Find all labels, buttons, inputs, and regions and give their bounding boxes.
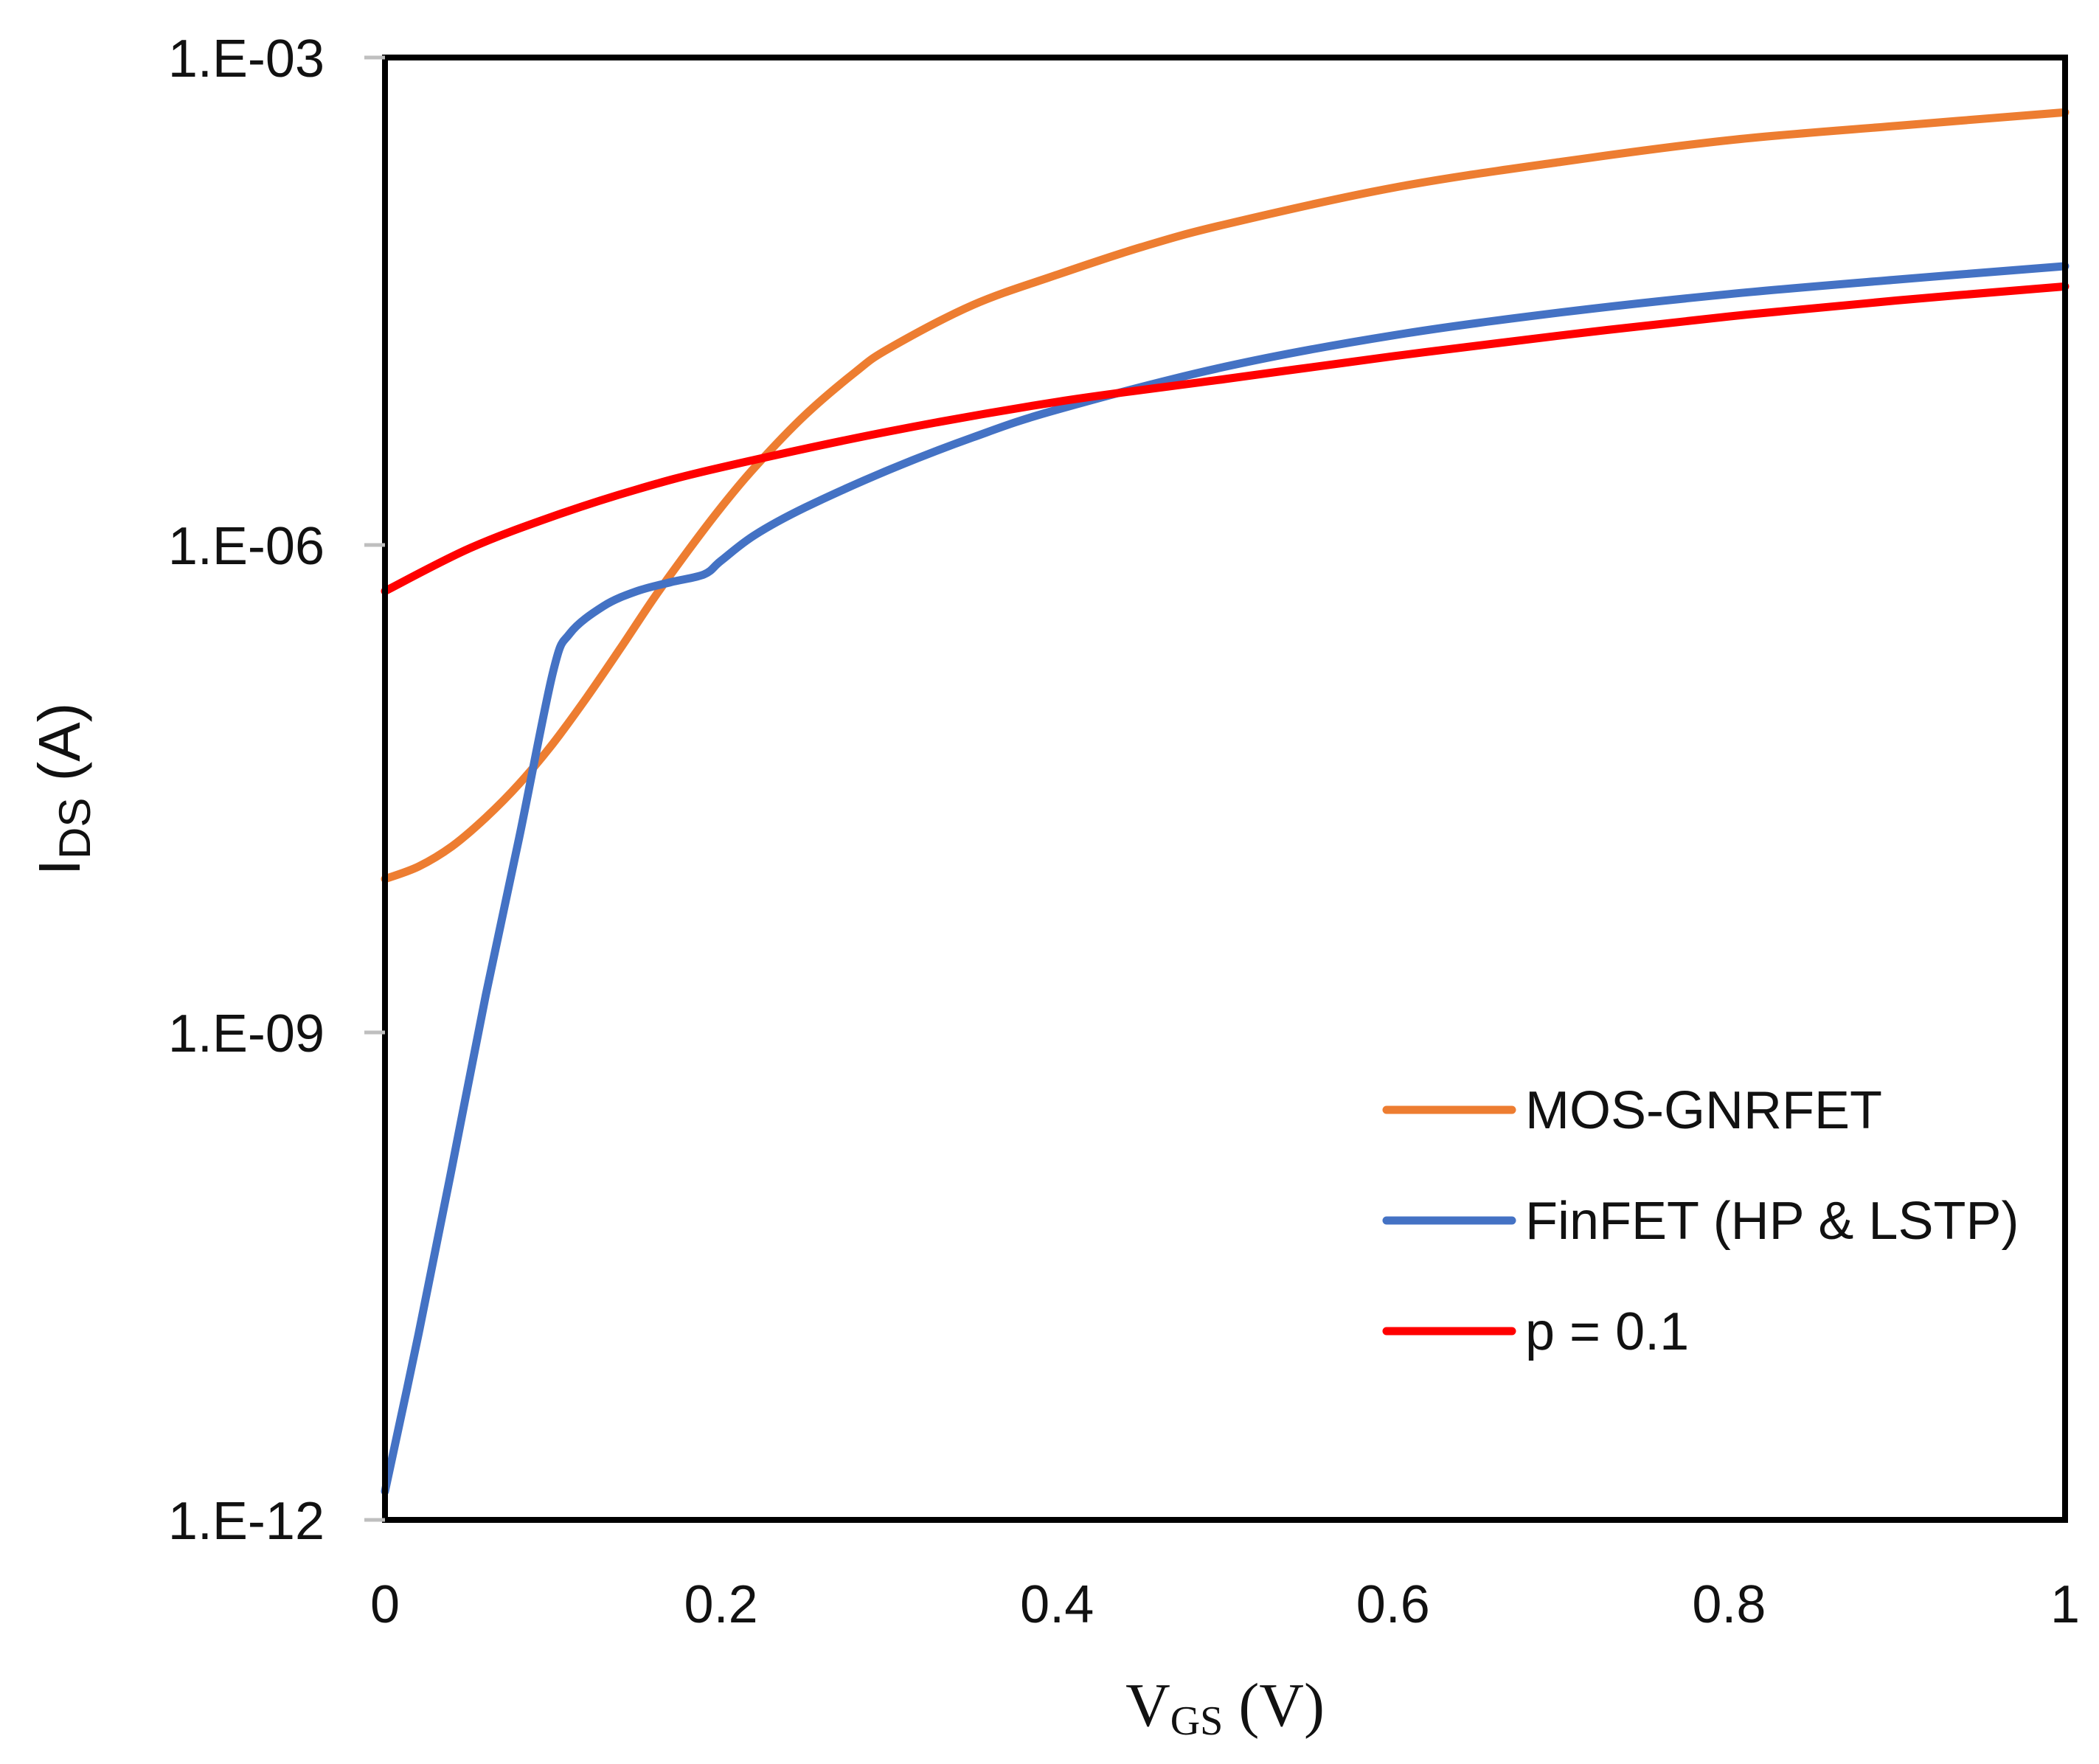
series-line-2 bbox=[381, 282, 2069, 596]
x-tick-label-0: 0 bbox=[370, 1575, 400, 1634]
y-axis-title-subscript: DS bbox=[50, 798, 100, 859]
ticks-layer: 0 0.2 0.4 0.6 0.8 1 1.E-12 1.E-09 1.E-06 1.E-03 bbox=[168, 29, 2080, 1634]
y-tick-label-1: 1.E-09 bbox=[168, 1004, 325, 1063]
legend: MOS-GNRFET FinFET (HP & LSTP) p = 0.1 bbox=[1382, 1081, 2019, 1361]
series-line-1 bbox=[381, 262, 2069, 1496]
x-tick-label-2: 0.4 bbox=[1020, 1575, 1094, 1634]
legend-label-2: p = 0.1 bbox=[1525, 1302, 1689, 1361]
plot-frame bbox=[382, 55, 2068, 1523]
x-tick-label-5: 1 bbox=[2050, 1575, 2080, 1634]
x-axis-title-unit: (V) bbox=[1223, 1671, 1325, 1740]
x-axis-title: VGS (V) bbox=[1125, 1671, 1325, 1744]
y-axis-title-main: I bbox=[27, 859, 92, 875]
y-tick-label-2: 1.E-06 bbox=[168, 517, 325, 576]
series-layer bbox=[381, 108, 2069, 1496]
legend-label-1: FinFET (HP & LSTP) bbox=[1525, 1192, 2019, 1251]
x-axis-title-main: V bbox=[1125, 1671, 1170, 1740]
y-axis-title-unit: (A) bbox=[27, 703, 92, 798]
x-tick-label-4: 0.8 bbox=[1692, 1575, 1766, 1634]
legend-label-0: MOS-GNRFET bbox=[1525, 1081, 1882, 1140]
x-axis-title-subscript: GS bbox=[1170, 1698, 1224, 1744]
x-tick-label-3: 0.6 bbox=[1356, 1575, 1430, 1634]
y-tick-label-0: 1.E-12 bbox=[168, 1492, 325, 1551]
series-line-0 bbox=[381, 108, 2069, 883]
y-axis-title: IDS (A) bbox=[27, 703, 100, 875]
y-tick-label-3: 1.E-03 bbox=[168, 29, 325, 88]
x-tick-label-1: 0.2 bbox=[684, 1575, 758, 1634]
